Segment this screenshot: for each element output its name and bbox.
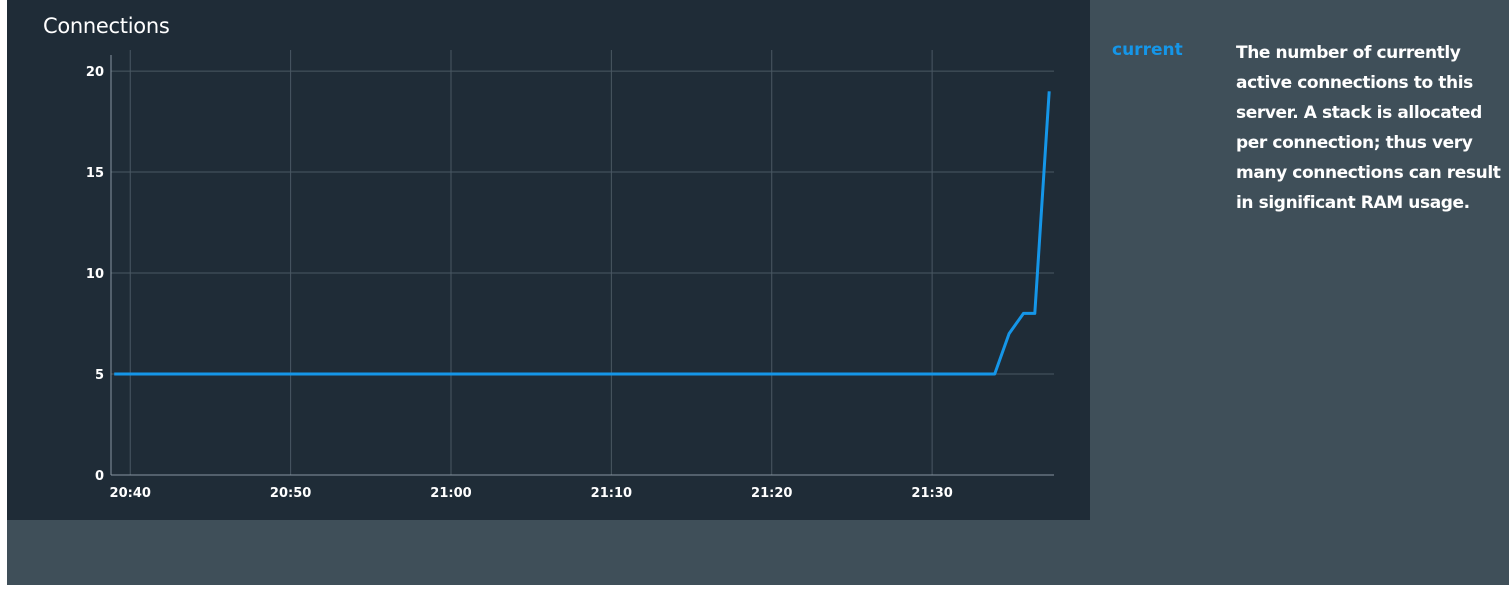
x-tick-label: 20:40 <box>110 486 151 501</box>
connections-chart: 0 5 10 15 20 20:40 20:50 21:00 21:10 21:20 21:30 <box>86 50 1054 501</box>
x-tick-label: 21:20 <box>751 486 792 501</box>
x-tick-label: 21:30 <box>911 486 952 501</box>
x-tick-label: 21:10 <box>591 486 632 501</box>
legend-series-name[interactable]: current <box>1112 40 1183 60</box>
legend-info-panel: current The number of currently active c… <box>1090 0 1509 300</box>
x-tick-label: 21:00 <box>430 486 471 501</box>
x-tick-label: 20:50 <box>270 486 311 501</box>
legend-series-description: The number of currently active connectio… <box>1236 43 1501 213</box>
y-tick-label: 5 <box>95 368 104 383</box>
y-tick-label: 15 <box>86 166 104 181</box>
connections-chart-panel: Connections 0 5 10 15 20 20:40 20:50 21:00 21:10… <box>7 0 1090 520</box>
y-tick-label: 10 <box>86 267 104 282</box>
series-line-current <box>114 91 1051 376</box>
y-tick-label: 0 <box>95 469 104 484</box>
chart-title: Connections <box>43 14 170 38</box>
y-tick-label: 20 <box>86 65 104 80</box>
